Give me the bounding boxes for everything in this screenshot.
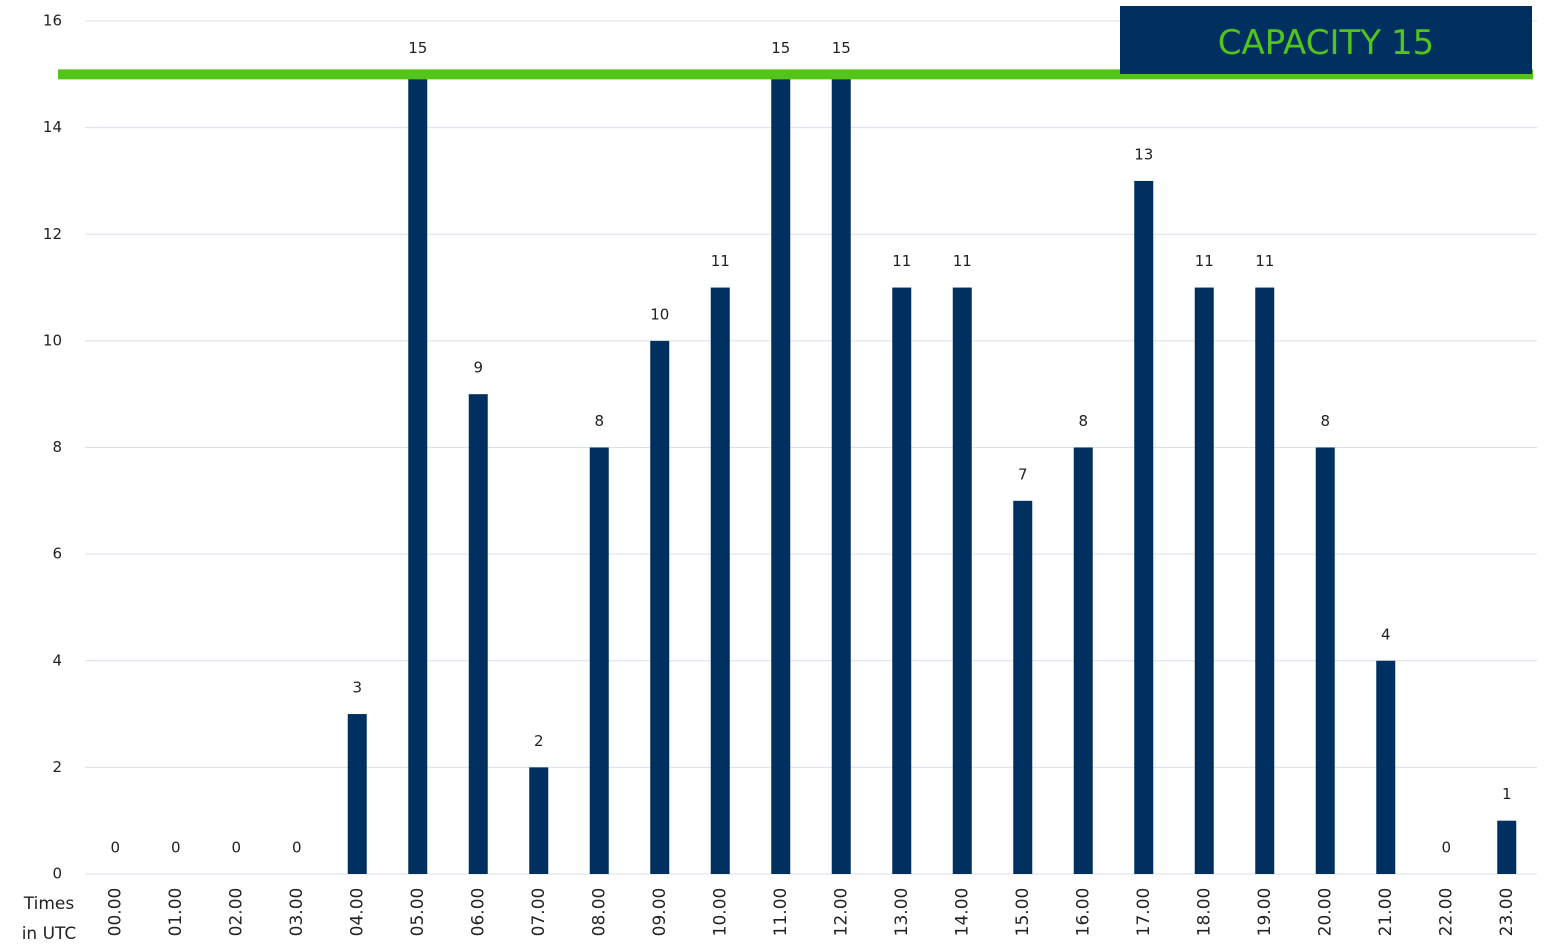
- bar: [1073, 447, 1093, 874]
- value-label: 9: [473, 359, 483, 377]
- bar: [831, 74, 851, 874]
- value-label: 0: [231, 839, 241, 857]
- y-tick-label: 14: [43, 118, 62, 136]
- value-label: 11: [892, 252, 911, 270]
- bar: [408, 74, 428, 874]
- y-tick-label: 10: [43, 331, 62, 349]
- bar: [892, 287, 912, 874]
- bar: [710, 287, 730, 874]
- value-label: 0: [171, 839, 181, 857]
- value-label: 0: [110, 839, 120, 857]
- value-label: 0: [1441, 839, 1451, 857]
- x-tick-label: 17.00: [1134, 888, 1154, 937]
- x-tick-label: 19.00: [1255, 888, 1275, 937]
- bar: [347, 714, 367, 874]
- value-label: 11: [1195, 252, 1214, 270]
- value-label: 15: [832, 39, 851, 57]
- x-tick-label: 22.00: [1436, 888, 1456, 937]
- x-tick-label: 00.00: [105, 888, 125, 937]
- x-tick-label: 09.00: [650, 888, 670, 937]
- value-label: 1: [1502, 785, 1512, 803]
- capacity-annotation: CAPACITY 15: [1218, 23, 1435, 63]
- x-tick-label: 10.00: [710, 888, 730, 937]
- bar: [1134, 180, 1154, 874]
- x-tick-label: 07.00: [529, 888, 549, 937]
- x-tick-label: 11.00: [771, 888, 791, 937]
- bar: [589, 447, 609, 874]
- x-tick-label: 03.00: [287, 888, 307, 937]
- bar: [529, 767, 549, 874]
- x-tick-label: 12.00: [831, 888, 851, 937]
- x-tick-label: 20.00: [1315, 888, 1335, 937]
- capacity-value: 15: [1391, 23, 1434, 63]
- capacity-box: [1120, 6, 1532, 74]
- x-tick-label: 08.00: [589, 888, 609, 937]
- x-tick-label: 21.00: [1376, 888, 1396, 937]
- x-tick-label: 01.00: [166, 888, 186, 937]
- bar: [468, 394, 488, 874]
- value-label: 8: [1320, 412, 1330, 430]
- y-tick-label: 0: [52, 865, 62, 883]
- bar: [1013, 500, 1033, 874]
- value-label: 13: [1134, 145, 1153, 163]
- value-label: 11: [711, 252, 730, 270]
- bar: [1255, 287, 1275, 874]
- bar: [1376, 660, 1396, 874]
- x-tick-label: 06.00: [468, 888, 488, 937]
- y-tick-label: 2: [52, 758, 62, 776]
- bar: [1497, 820, 1517, 874]
- y-tick-label: 4: [52, 651, 62, 669]
- value-label: 8: [1078, 412, 1088, 430]
- value-label: 3: [352, 679, 362, 697]
- value-label: 0: [292, 839, 302, 857]
- value-label: 15: [408, 39, 427, 57]
- bar: [650, 340, 670, 874]
- x-tick-label: 13.00: [892, 888, 912, 937]
- y-tick-label: 8: [52, 438, 62, 456]
- value-label: 15: [771, 39, 790, 57]
- x-tick-label: 04.00: [347, 888, 367, 937]
- x-tick-label: 15.00: [1013, 888, 1033, 937]
- bar: [1315, 447, 1335, 874]
- y-tick-label: 16: [43, 12, 62, 30]
- capacity-label: CAPACITY: [1218, 23, 1382, 63]
- value-label: 11: [1255, 252, 1274, 270]
- x-axis-label: in UTC: [22, 924, 77, 944]
- x-tick-label: 02.00: [226, 888, 246, 937]
- bar: [952, 287, 972, 874]
- bar: [771, 74, 791, 874]
- y-tick-label: 12: [43, 225, 62, 243]
- value-label: 2: [534, 732, 544, 750]
- x-tick-label: 14.00: [952, 888, 972, 937]
- value-label: 10: [650, 305, 669, 323]
- value-label: 7: [1018, 465, 1028, 483]
- x-axis-label: Times: [23, 894, 75, 914]
- value-label: 11: [953, 252, 972, 270]
- x-tick-label: 16.00: [1073, 888, 1093, 937]
- x-tick-label: 23.00: [1497, 888, 1517, 937]
- bar: [1194, 287, 1214, 874]
- value-label: 4: [1381, 625, 1391, 643]
- x-tick-label: 18.00: [1194, 888, 1214, 937]
- x-tick-label: 05.00: [408, 888, 428, 937]
- y-tick-label: 6: [52, 545, 62, 563]
- value-label: 8: [594, 412, 604, 430]
